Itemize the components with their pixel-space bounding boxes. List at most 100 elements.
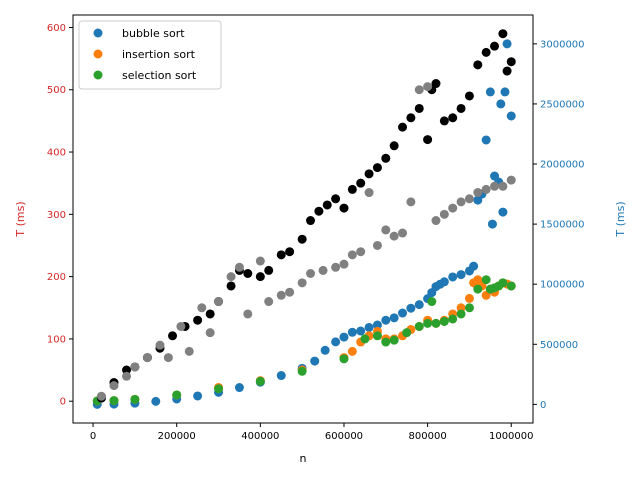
data-point: [506, 111, 516, 121]
data-point: [456, 309, 466, 319]
data-point: [381, 337, 391, 347]
data-point: [402, 328, 412, 338]
data-point: [490, 181, 500, 191]
data-point: [372, 320, 382, 330]
data-point: [297, 278, 307, 288]
series-insertion-sort: [92, 275, 516, 406]
data-point: [255, 376, 265, 386]
y-left-tick-label: 500: [47, 85, 66, 96]
data-point: [297, 234, 307, 244]
data-point: [347, 184, 357, 194]
data-point: [276, 250, 286, 260]
data-point: [314, 206, 324, 216]
data-point: [423, 318, 433, 328]
data-point: [243, 309, 253, 319]
data-point: [234, 383, 244, 393]
data-point: [339, 259, 349, 269]
data-point: [448, 113, 458, 123]
data-point: [372, 240, 382, 250]
data-point: [398, 228, 408, 238]
data-point: [151, 396, 161, 406]
legend-label-bubble-sort: bubble sort: [122, 27, 185, 40]
data-point: [448, 314, 458, 324]
y-right-tick-label: 1500000: [540, 220, 585, 231]
data-point: [485, 87, 495, 97]
data-point: [96, 391, 106, 401]
y-left-tick-label: 0: [60, 397, 66, 408]
data-point: [205, 309, 215, 319]
data-point: [389, 141, 399, 151]
data-point: [285, 247, 295, 257]
data-point: [234, 262, 244, 272]
legend-label-selection-sort: selection sort: [122, 69, 197, 82]
data-point: [431, 79, 441, 89]
x-axis: 0 200000 400000 600000 800000 1000000: [90, 423, 534, 442]
y-left-tick-label: 600: [47, 23, 66, 34]
data-point: [414, 300, 424, 310]
data-point: [255, 272, 265, 282]
data-point: [448, 203, 458, 213]
data-point: [122, 365, 132, 375]
data-point: [364, 322, 374, 332]
data-point: [109, 381, 119, 391]
data-point: [339, 332, 349, 342]
data-point: [481, 275, 491, 285]
y-right-tick-label: 2500000: [540, 99, 585, 110]
data-point: [481, 135, 491, 145]
data-point: [226, 272, 236, 282]
legend-marker-selection-sort: [93, 70, 103, 80]
y-axis-label-left: T (ms): [14, 201, 27, 237]
series-selection-sort: [92, 275, 516, 406]
data-point: [372, 163, 382, 173]
data-point: [506, 57, 516, 67]
data-point: [381, 315, 391, 325]
y-right-tick-label: 0: [540, 400, 546, 411]
x-tick-label: 0: [90, 431, 96, 442]
data-point: [163, 353, 173, 363]
data-point: [347, 346, 357, 356]
data-point: [310, 356, 320, 366]
data-point: [168, 331, 178, 341]
data-point: [423, 82, 433, 92]
x-tick-label: 600000: [325, 431, 363, 442]
data-point: [318, 265, 328, 275]
data-point: [498, 181, 508, 191]
y-right-tick-label: 1000000: [540, 280, 585, 291]
data-point: [184, 346, 194, 356]
data-point: [456, 103, 466, 113]
series-4: [96, 82, 516, 401]
chart-marks: [92, 29, 516, 409]
data-point: [473, 284, 483, 294]
data-point: [193, 391, 203, 401]
data-point: [381, 225, 391, 235]
data-point: [498, 278, 508, 288]
data-point: [498, 207, 508, 217]
data-point: [331, 337, 341, 347]
data-point: [339, 354, 349, 364]
y-right-tick-label: 500000: [540, 340, 578, 351]
data-point: [502, 39, 512, 49]
data-point: [439, 277, 449, 287]
data-point: [464, 293, 474, 303]
x-axis-label: n: [300, 452, 307, 465]
data-point: [109, 396, 119, 406]
data-point: [297, 366, 307, 376]
data-point: [360, 334, 370, 344]
data-point: [506, 175, 516, 185]
data-point: [431, 318, 441, 328]
y-right-tick-label: 3000000: [540, 39, 585, 50]
y-left-tick-label: 100: [47, 334, 66, 345]
data-point: [427, 297, 437, 307]
legend-box: [78, 20, 222, 90]
data-point: [243, 269, 253, 278]
y-left-tick-label: 200: [47, 272, 66, 283]
data-point: [506, 281, 516, 291]
data-point: [285, 287, 295, 297]
data-point: [381, 153, 391, 163]
data-point: [372, 331, 382, 341]
data-point: [439, 116, 449, 126]
data-point: [389, 313, 399, 323]
data-point: [130, 362, 140, 372]
data-point: [306, 216, 316, 226]
